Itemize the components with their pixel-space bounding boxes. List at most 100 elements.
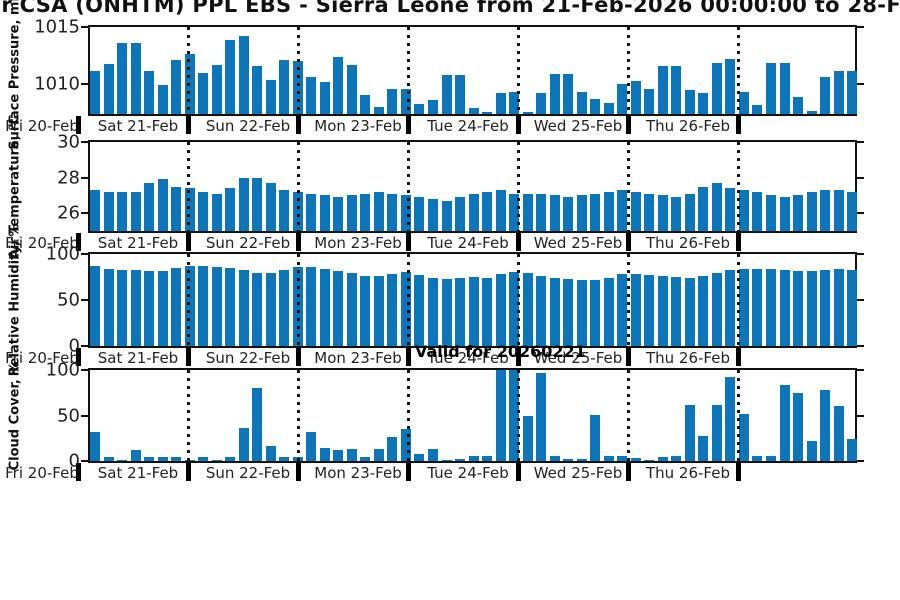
- air-temperature-bar: [265, 182, 276, 231]
- air-temperature-bar: [252, 177, 263, 231]
- air-temperature-bar: [306, 193, 317, 231]
- x-tick-label-edge: Fri 20-Feb: [5, 117, 79, 135]
- y-tick-label: 50: [57, 405, 80, 426]
- day-boundary-tick: [75, 463, 81, 481]
- relative-humidity-bar: [495, 274, 506, 346]
- air-temperature-bar: [130, 191, 141, 231]
- cloud-cover-bar: [360, 457, 371, 461]
- air-temperature-bar: [373, 191, 384, 231]
- air-temperature-bar: [671, 197, 682, 231]
- cloud-cover-bar: [144, 457, 155, 461]
- relative-humidity-bar: [373, 276, 384, 346]
- relative-humidity-bar: [130, 269, 141, 346]
- relative-humidity-bar: [346, 273, 357, 346]
- y-tick-label: 100: [45, 243, 80, 265]
- cloud-cover-bar: [319, 448, 330, 461]
- relative-humidity-bar: [279, 269, 290, 346]
- day-boundary-gridline: [516, 370, 520, 461]
- surface-pressure-bar: [455, 75, 466, 114]
- air-temperature-bar: [509, 193, 520, 231]
- relative-humidity-bar: [184, 265, 195, 346]
- day-boundary-gridline: [516, 27, 520, 114]
- cloud-cover-bar: [211, 460, 222, 461]
- surface-pressure-bar: [779, 62, 790, 114]
- day-boundary-tick: [515, 348, 521, 366]
- relative-humidity-bar: [657, 276, 668, 346]
- relative-humidity-bar: [752, 268, 763, 346]
- day-boundary-tick: [625, 233, 631, 251]
- cloud-cover-bar: [373, 449, 384, 461]
- y-tick-mark: [857, 212, 864, 215]
- x-tick-label-day: Thu 26-Feb: [645, 349, 730, 367]
- x-tick-label-day: Thu 26-Feb: [645, 234, 730, 252]
- x-tick-label-day: Thu 26-Feb: [645, 464, 730, 482]
- air-temperature-bar: [779, 197, 790, 231]
- x-tick-label-day: Wed 25-Feb: [533, 464, 623, 482]
- surface-pressure-bar: [117, 43, 128, 114]
- x-tick-label-day: Sat 21-Feb: [97, 464, 179, 482]
- relative-humidity-bar: [847, 269, 858, 346]
- surface-pressure-bar: [428, 100, 438, 114]
- cloud-cover-bar: [225, 457, 236, 461]
- relative-humidity-bar: [563, 278, 574, 346]
- x-tick-label-day: Wed 25-Feb: [533, 117, 623, 135]
- y-tick-label: 1010: [34, 73, 80, 95]
- surface-pressure-bar: [225, 39, 236, 114]
- relative-humidity-bar: [414, 275, 425, 346]
- y-tick-mark: [81, 345, 88, 347]
- x-tick-label-day: Sun 22-Feb: [205, 464, 291, 482]
- day-boundary-tick: [625, 348, 631, 366]
- y-tick-label: 0: [68, 335, 80, 357]
- relative-humidity-bar: [725, 269, 736, 346]
- relative-humidity-bar: [536, 276, 547, 346]
- relative-humidity-bar: [252, 273, 263, 346]
- surface-pressure-bar: [265, 79, 276, 114]
- surface-pressure-bar: [590, 99, 601, 114]
- surface-pressure-bar: [711, 62, 722, 114]
- cloud-cover-bar: [414, 453, 425, 461]
- relative-humidity-bar: [522, 273, 533, 346]
- surface-pressure-bar: [630, 80, 641, 114]
- cloud-cover-bar: [130, 450, 141, 461]
- air-temperature-bar: [833, 190, 844, 231]
- air-temperature-bar: [684, 193, 695, 231]
- day-boundary-tick: [735, 116, 741, 134]
- cloud-cover-bar: [563, 459, 574, 461]
- x-tick-label-day: Sat 21-Feb: [97, 117, 179, 135]
- air-temperature-bar: [333, 197, 344, 231]
- x-tick-label-day: Sun 22-Feb: [205, 349, 291, 367]
- day-boundary-tick: [295, 233, 301, 251]
- y-tick-mark: [81, 253, 88, 255]
- y-tick-label: 50: [57, 289, 80, 311]
- cloud-cover-bar: [117, 460, 128, 461]
- cloud-cover-bar: [820, 390, 831, 461]
- relative-humidity-bar: [117, 269, 128, 346]
- day-boundary-gridline: [626, 370, 630, 461]
- y-tick-mark: [81, 26, 88, 28]
- air-temperature-bar: [563, 197, 574, 231]
- relative-humidity-bar: [103, 268, 114, 346]
- cloud-cover-bar: [711, 404, 722, 461]
- cloud-cover-bar: [793, 392, 804, 461]
- x-tick-label-day: Tue 24-Feb: [427, 349, 509, 367]
- x-tick-label-day: Mon 23-Feb: [314, 349, 402, 367]
- air-temperature-bar: [806, 191, 817, 231]
- relative-humidity-bar: [806, 270, 817, 346]
- x-tick-label-day: Wed 25-Feb: [533, 349, 623, 367]
- day-boundary-tick: [75, 116, 81, 134]
- y-tick-mark: [81, 176, 88, 179]
- air-temperature-bar: [103, 191, 114, 231]
- day-boundary-gridline: [296, 27, 300, 114]
- relative-humidity-bar: [684, 277, 695, 346]
- y-tick-label: 100: [45, 359, 80, 381]
- air-temperature-bar: [400, 195, 411, 231]
- air-temperature-bar: [346, 195, 357, 231]
- x-tick-label-day: Mon 23-Feb: [314, 464, 402, 482]
- x-tick-label-day: Mon 23-Feb: [314, 234, 402, 252]
- cloud-cover-bar: [576, 459, 587, 461]
- air-temperature-bar: [752, 191, 763, 231]
- cloud-cover-bar: [806, 440, 817, 461]
- surface-pressure-bar: [184, 54, 195, 114]
- cloud-cover-bar: [509, 370, 520, 461]
- cloud-cover-bar: [536, 372, 547, 461]
